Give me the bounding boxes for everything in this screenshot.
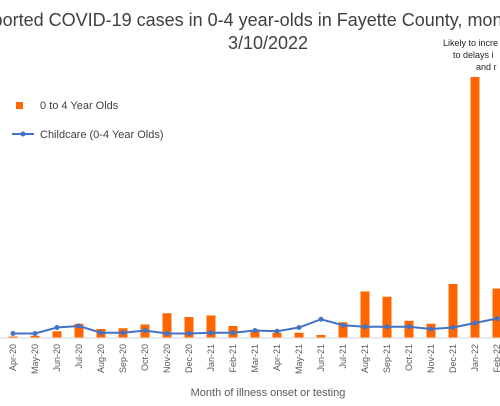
x-tick-label: Jan-21	[206, 344, 216, 372]
point-Feb-21	[230, 330, 236, 336]
chart-title-line-2: 3/10/2022	[228, 33, 308, 53]
point-Feb-22	[494, 316, 500, 321]
point-Sep-21	[384, 324, 390, 330]
point-Mar-21	[252, 328, 258, 333]
point-Oct-20	[142, 328, 148, 333]
point-Nov-21	[428, 326, 434, 332]
point-May-20	[32, 331, 38, 336]
bar-Feb-22	[492, 288, 500, 338]
x-tick-label: Sep-20	[118, 344, 128, 373]
x-tick-label: Jul-21	[338, 344, 348, 369]
point-Apr-21	[274, 328, 280, 334]
annotation-line-3: and r	[476, 62, 497, 72]
x-tick-label: Mar-21	[250, 344, 260, 373]
point-May-21	[296, 325, 302, 330]
point-Dec-21	[450, 325, 456, 330]
legend-swatch-bar	[16, 102, 23, 109]
point-Aug-20	[98, 330, 104, 336]
bar-Oct-21	[404, 320, 414, 338]
bar-Jul-20	[74, 323, 84, 338]
plot-area	[8, 77, 500, 338]
point-Aug-21	[362, 324, 368, 330]
bar-Aug-21	[360, 291, 370, 338]
point-Jan-21	[208, 330, 214, 336]
point-Nov-20	[164, 331, 170, 336]
x-axis: Apr-20 May-20 Jun-20 Jul-20 Aug-20 Sep-20 Oct-…	[0, 337, 500, 374]
point-Jun-20	[54, 325, 60, 330]
bar-Dec-20	[184, 317, 194, 338]
x-tick-label: May-20	[30, 344, 40, 374]
point-Jan-22	[472, 320, 478, 326]
x-tick-label: Sep-21	[382, 344, 392, 373]
bar-May-20	[30, 335, 40, 338]
annotation-line-1: Likely to incre	[443, 38, 498, 48]
x-tick-label: Nov-20	[162, 344, 172, 373]
x-tick-label: Jun-20	[52, 344, 62, 372]
x-tick-label: Dec-20	[184, 344, 194, 373]
bar-Jan-21	[206, 315, 216, 338]
bar-Apr-21	[272, 332, 282, 338]
point-Sep-20	[120, 330, 126, 336]
annotation: Likely to incre to delays i and r	[443, 38, 498, 72]
x-tick-label: Aug-21	[360, 344, 370, 373]
point-Jul-20	[76, 323, 82, 329]
bar-Jun-20	[52, 331, 62, 338]
x-tick-label: Feb-21	[228, 344, 238, 373]
bar-Sep-21	[382, 296, 392, 338]
bar-Mar-21	[250, 329, 260, 338]
x-tick-label: Oct-21	[404, 344, 414, 371]
point-Oct-21	[406, 324, 412, 330]
legend-label-bar: 0 to 4 Year Olds	[40, 100, 119, 112]
legend-label-line: Childcare (0-4 Year Olds)	[40, 129, 164, 141]
chart-title-line-1: Reported COVID-19 cases in 0-4 year-olds…	[0, 10, 500, 30]
point-Dec-20	[186, 331, 192, 336]
bar-Jan-22	[470, 77, 480, 338]
point-Apr-20	[10, 331, 16, 336]
bar-Dec-21	[448, 284, 458, 338]
bar-Nov-20	[162, 313, 172, 338]
x-tick-label: Aug-20	[96, 344, 106, 373]
bar-May-21	[294, 332, 304, 338]
x-tick-label: Nov-21	[426, 344, 436, 373]
annotation-line-2: to delays i	[453, 50, 494, 60]
point-Jul-21	[340, 322, 346, 328]
point-Jun-21	[318, 316, 324, 322]
legend-swatch-marker	[20, 131, 26, 137]
x-axis-title: Month of illness onset or testing	[191, 387, 346, 399]
x-tick-label: Apr-21	[272, 344, 282, 371]
bar-Jun-21	[316, 335, 326, 338]
x-tick-label: Feb-22	[492, 344, 500, 373]
x-tick-label: Oct-20	[140, 344, 150, 371]
x-tick-label: Jan-22	[470, 344, 480, 372]
x-tick-label: Jun-21	[316, 344, 326, 372]
legend: 0 to 4 Year Olds Childcare (0-4 Year Old…	[12, 100, 164, 141]
bar-Jul-21	[338, 322, 348, 338]
x-tick-label: Apr-20	[8, 344, 18, 371]
x-tick-label: Dec-21	[448, 344, 458, 373]
bar-Apr-20	[8, 336, 18, 338]
x-tick-label: Jul-20	[74, 344, 84, 369]
x-tick-label: May-21	[294, 344, 304, 374]
